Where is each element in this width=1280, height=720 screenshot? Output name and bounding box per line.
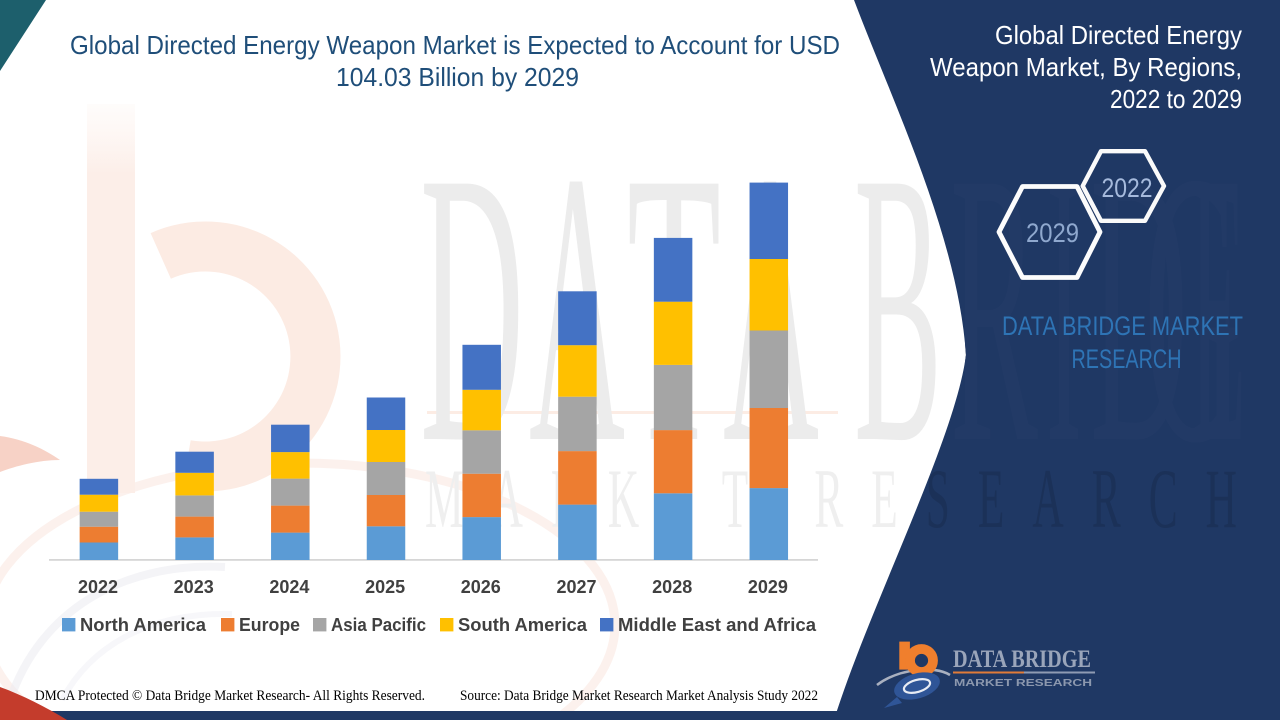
svg-text:2028: 2028 <box>652 577 692 597</box>
svg-text:2022 to 2029: 2022 to 2029 <box>1110 84 1242 114</box>
svg-text:D: D <box>1090 92 1188 524</box>
svg-text:104.03 Billion by 2029: 104.03 Billion by 2029 <box>336 62 579 92</box>
svg-text:Asia Pacific: Asia Pacific <box>331 615 426 635</box>
svg-text:DMCA Protected © Data Bridge M: DMCA Protected © Data Bridge Market Rese… <box>35 688 425 704</box>
svg-text:DATA BRIDGE MARKET: DATA BRIDGE MARKET <box>1002 311 1243 341</box>
svg-text:Europe: Europe <box>239 615 300 635</box>
svg-text:Source: Data Bridge Market Res: Source: Data Bridge Market Research Mark… <box>460 688 818 704</box>
svg-text:2022: 2022 <box>78 577 118 597</box>
svg-text:R: R <box>950 92 1039 524</box>
svg-text:RESEARCH: RESEARCH <box>1072 344 1182 374</box>
svg-text:2023: 2023 <box>174 577 214 597</box>
svg-text:2022: 2022 <box>1102 173 1153 203</box>
svg-text:2024: 2024 <box>269 577 309 597</box>
svg-text:North America: North America <box>80 615 207 635</box>
svg-text:2029: 2029 <box>748 577 788 597</box>
svg-text:I: I <box>1046 92 1082 524</box>
svg-text:Global Directed Energy: Global Directed Energy <box>995 20 1242 50</box>
svg-text:DATA BRIDGE: DATA BRIDGE <box>953 646 1091 673</box>
svg-text:Global Directed Energy Weapon: Global Directed Energy Weapon Market is … <box>70 30 840 60</box>
svg-text:2026: 2026 <box>461 577 501 597</box>
svg-text:South America: South America <box>458 615 588 635</box>
svg-text:Middle East and Africa: Middle East and Africa <box>618 615 817 635</box>
svg-text:MARKET RESEARCH: MARKET RESEARCH <box>954 678 1092 689</box>
svg-text:G: G <box>1144 92 1242 524</box>
svg-text:2027: 2027 <box>556 577 596 597</box>
svg-text:Weapon Market, By Regions,: Weapon Market, By Regions, <box>930 52 1242 82</box>
svg-text:E: E <box>1190 92 1246 524</box>
svg-text:2025: 2025 <box>365 577 405 597</box>
svg-text:2029: 2029 <box>1026 218 1079 248</box>
